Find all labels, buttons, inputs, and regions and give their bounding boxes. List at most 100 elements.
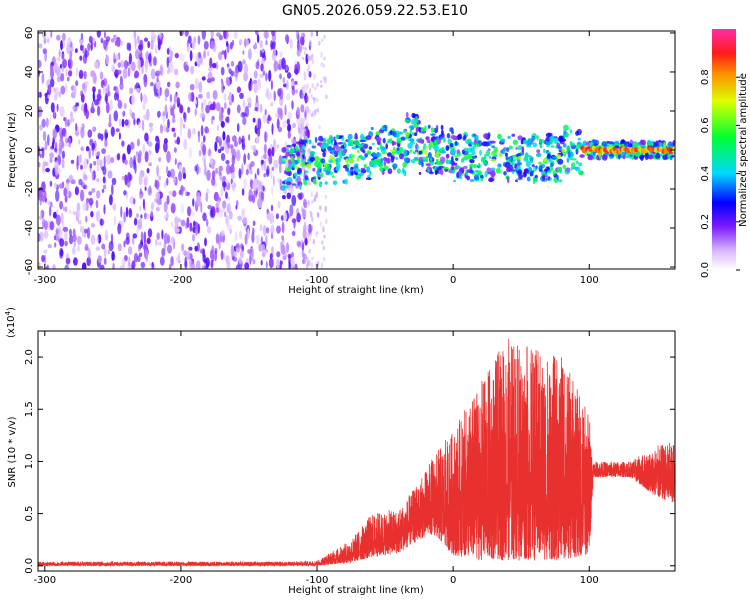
spectrogram-noise-blob — [174, 228, 180, 233]
spectrogram-signal-blob — [480, 174, 484, 179]
spectrogram-noise-blob — [260, 159, 265, 164]
x-tick-label: -100 — [306, 575, 329, 586]
spectrogram-noise-blob — [103, 247, 107, 258]
spectrogram-noise-blob — [144, 37, 148, 42]
spectrogram-fade-blob — [309, 39, 312, 47]
x-tick-label: 0 — [450, 275, 456, 286]
spectrogram-noise-blob — [267, 148, 272, 157]
spectrogram-signal-blob — [545, 166, 550, 172]
spectrogram-noise-blob — [218, 112, 224, 123]
spectrogram-noise-blob — [104, 128, 108, 141]
spectrogram-noise-blob — [266, 91, 272, 101]
spectrogram-noise-blob — [103, 39, 107, 50]
spectrogram-signal-blob — [640, 154, 644, 161]
spectrogram-signal-blob — [399, 153, 404, 160]
spectrogram-noise-blob — [216, 124, 219, 132]
spectrogram-noise-blob — [195, 227, 198, 237]
spectrogram-fade-blob — [309, 232, 313, 238]
spectrogram-noise-blob — [262, 70, 266, 76]
spectrogram-noise-blob — [239, 92, 244, 100]
spectrogram-signal-blob — [516, 157, 520, 161]
spectrogram-noise-blob — [41, 118, 46, 128]
x-tick-label: -300 — [33, 575, 56, 586]
spectrogram-noise-blob — [46, 37, 50, 44]
spectrogram-noise-blob — [77, 209, 81, 218]
spectrogram-noise-blob — [41, 181, 46, 193]
spectrogram-signal-blob — [610, 155, 615, 158]
spectrogram-signal-blob — [427, 152, 432, 159]
spectrogram-signal-blob — [479, 149, 482, 156]
spectrogram-signal-blob — [557, 158, 564, 165]
y-tick-label: 0.0 — [24, 558, 35, 574]
spectrogram-noise-blob — [123, 240, 126, 248]
spectrogram-signal-blob — [546, 137, 550, 142]
spectrogram-noise-blob — [41, 147, 45, 159]
spectrogram-noise-blob — [144, 212, 147, 220]
spectrogram-signal-blob — [468, 163, 475, 168]
spectrogram-noise-blob — [157, 241, 162, 246]
spectrogram-fade-blob — [318, 125, 321, 130]
spectrogram-noise-blob — [227, 196, 231, 201]
spectrogram-signal-blob — [280, 185, 286, 191]
spectrogram-noise-blob — [233, 251, 238, 257]
spectrogram-fade-blob — [307, 63, 311, 69]
spectrogram-noise-blob — [260, 63, 264, 72]
spectrogram-signal-blob — [369, 170, 372, 176]
spectrogram-noise-blob — [301, 37, 305, 46]
spectrogram-signal-blob — [531, 136, 536, 141]
spectrogram-signal-blob — [424, 150, 428, 156]
spectrogram-noise-blob — [186, 217, 190, 229]
spectrogram-signal-blob — [450, 166, 455, 171]
spectrogram-signal-blob — [409, 149, 413, 153]
spectrogram-signal-blob — [450, 148, 456, 155]
spectrogram-noise-blob — [282, 119, 287, 129]
spectrogram-signal-blob — [303, 180, 308, 186]
spectrogram-noise-blob — [273, 60, 279, 72]
spectrogram-noise-blob — [129, 156, 134, 169]
snr-series-line — [38, 338, 675, 568]
spectrogram-noise-blob — [84, 184, 88, 190]
spectrogram-noise-blob — [88, 191, 93, 196]
spectrogram-signal-blob — [414, 156, 419, 161]
spectrogram-fade-blob — [311, 216, 314, 223]
spectrogram-signal-blob — [526, 139, 532, 146]
spectrogram-noise-blob — [202, 144, 207, 156]
spectrogram-noise-blob — [59, 238, 65, 247]
spectrogram-noise-blob — [139, 205, 142, 212]
spectrogram-noise-blob — [138, 252, 143, 257]
spectrogram-noise-blob — [236, 86, 241, 93]
spectrogram-noise-blob — [79, 37, 84, 45]
spectrogram-noise-blob — [234, 140, 238, 147]
spectrogram-signal-blob — [411, 112, 416, 119]
spectrogram-fade-blob — [318, 40, 321, 46]
spectrogram-noise-blob — [49, 221, 55, 231]
spectrogram-noise-blob — [72, 234, 77, 243]
spectrogram-signal-blob — [439, 136, 444, 140]
spectrogram-noise-blob — [275, 112, 279, 117]
spectrogram-noise-blob — [92, 126, 97, 132]
spectrogram-noise-blob — [253, 79, 258, 85]
spectrogram-noise-blob — [255, 95, 259, 104]
spectrogram-noise-blob — [138, 173, 143, 186]
spectrogram-signal-blob — [455, 165, 461, 169]
spectrogram-noise-blob — [164, 104, 168, 116]
spectrogram-noise-blob — [276, 144, 280, 149]
spectrogram-noise-blob — [212, 115, 215, 121]
spectrogram-noise-blob — [179, 116, 183, 128]
spectrogram-fade-blob — [301, 206, 304, 213]
spectrogram-noise-blob — [246, 38, 249, 47]
spectrogram-noise-blob — [248, 48, 252, 60]
spectrogram-noise-blob — [298, 193, 303, 201]
spectrogram-noise-blob — [94, 99, 99, 106]
spectrogram-noise-blob — [214, 250, 218, 262]
spectrogram-fade-blob — [304, 259, 307, 264]
spectrogram-signal-blob — [440, 168, 444, 176]
spectrogram-signal-blob — [521, 146, 525, 153]
spectrogram-signal-blob — [354, 139, 360, 146]
spectrogram-noise-blob — [304, 237, 308, 246]
spectrogram-noise-blob — [137, 218, 143, 230]
spectrogram-fade-blob — [301, 120, 304, 128]
spectrogram-noise-blob — [141, 65, 144, 75]
spectrogram-noise-blob — [207, 50, 210, 57]
spectrogram-noise-blob — [201, 264, 205, 269]
